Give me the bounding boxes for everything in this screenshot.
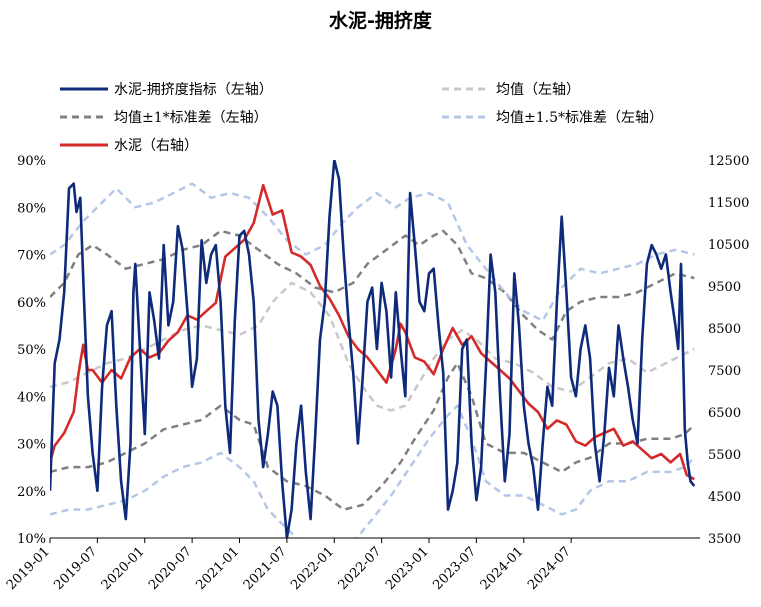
series-line-4 xyxy=(50,182,695,322)
x-tick-label: 2024-07 xyxy=(525,544,574,593)
legend-swatch-1sd xyxy=(60,115,108,119)
legend-label-index: 水泥-拥挤度指标（左轴） xyxy=(114,82,273,98)
x-tick-label: 2022-07 xyxy=(336,544,385,593)
chart-title: 水泥-拥挤度 xyxy=(329,10,432,32)
y-left-tick-label: 90% xyxy=(17,154,46,169)
series-line-6 xyxy=(50,183,695,481)
y-left-tick-label: 40% xyxy=(17,390,46,405)
x-tick-label: 2020-07 xyxy=(146,544,195,593)
series-line-3 xyxy=(50,361,696,511)
legend-swatch-cement xyxy=(60,143,108,147)
x-tick-label: 2023-07 xyxy=(430,544,479,593)
y-left-tick-label: 30% xyxy=(17,438,46,453)
legend-item-15sd: 均值±1.5*标准差（左轴） xyxy=(442,106,663,128)
y-right-tick-label: 3500 xyxy=(708,532,741,547)
legend-item-index: 水泥-拥挤度指标（左轴） xyxy=(60,78,273,100)
legend: 水泥-拥挤度指标（左轴） 均值（左轴） 均值±1*标准差（左轴） 均值±1.5*… xyxy=(60,78,750,158)
y-left-tick-label: 20% xyxy=(17,485,46,500)
series-line-5 xyxy=(50,404,696,538)
y-right-tick-label: 4500 xyxy=(708,490,741,505)
legend-label-cement: 水泥（右轴） xyxy=(114,138,198,154)
y-right-tick-label: 8500 xyxy=(708,322,741,337)
legend-label-15sd: 均值±1.5*标准差（左轴） xyxy=(496,110,663,126)
series-line-2 xyxy=(50,229,695,341)
legend-item-1sd: 均值±1*标准差（左轴） xyxy=(60,106,268,128)
y-right-tick-label: 5500 xyxy=(708,448,741,463)
legend-label-mean: 均值（左轴） xyxy=(496,82,580,98)
y-right-tick-label: 10500 xyxy=(708,238,749,253)
legend-swatch-mean xyxy=(442,87,490,91)
y-left-tick-label: 80% xyxy=(17,201,46,216)
y-left-tick-label: 70% xyxy=(17,249,46,264)
y-left-tick-label: 60% xyxy=(17,296,46,311)
x-tick-label: 2024-01 xyxy=(478,544,527,593)
x-tick-label: 2022-01 xyxy=(288,544,337,593)
x-tick-label: 2023-01 xyxy=(383,544,432,593)
series-line-0 xyxy=(50,160,696,538)
x-tick-label: 2021-01 xyxy=(194,544,243,593)
y-right-tick-label: 7500 xyxy=(708,364,741,379)
legend-label-1sd: 均值±1*标准差（左轴） xyxy=(114,110,268,126)
x-tick-label: 2021-07 xyxy=(241,544,290,593)
x-tick-label: 2019-07 xyxy=(51,544,100,593)
y-right-tick-label: 9500 xyxy=(708,280,741,295)
y-left-tick-label: 10% xyxy=(17,532,46,547)
y-left-tick-label: 50% xyxy=(17,343,46,358)
legend-swatch-15sd xyxy=(442,115,490,119)
y-right-tick-label: 12500 xyxy=(708,154,749,169)
legend-item-cement: 水泥（右轴） xyxy=(60,134,198,156)
y-right-tick-label: 11500 xyxy=(708,196,749,211)
legend-item-mean: 均值（左轴） xyxy=(442,78,580,100)
x-tick-label: 2020-01 xyxy=(99,544,148,593)
x-tick-label: 2019-01 xyxy=(4,544,53,593)
legend-swatch-index xyxy=(60,87,108,91)
y-right-tick-label: 6500 xyxy=(708,406,741,421)
